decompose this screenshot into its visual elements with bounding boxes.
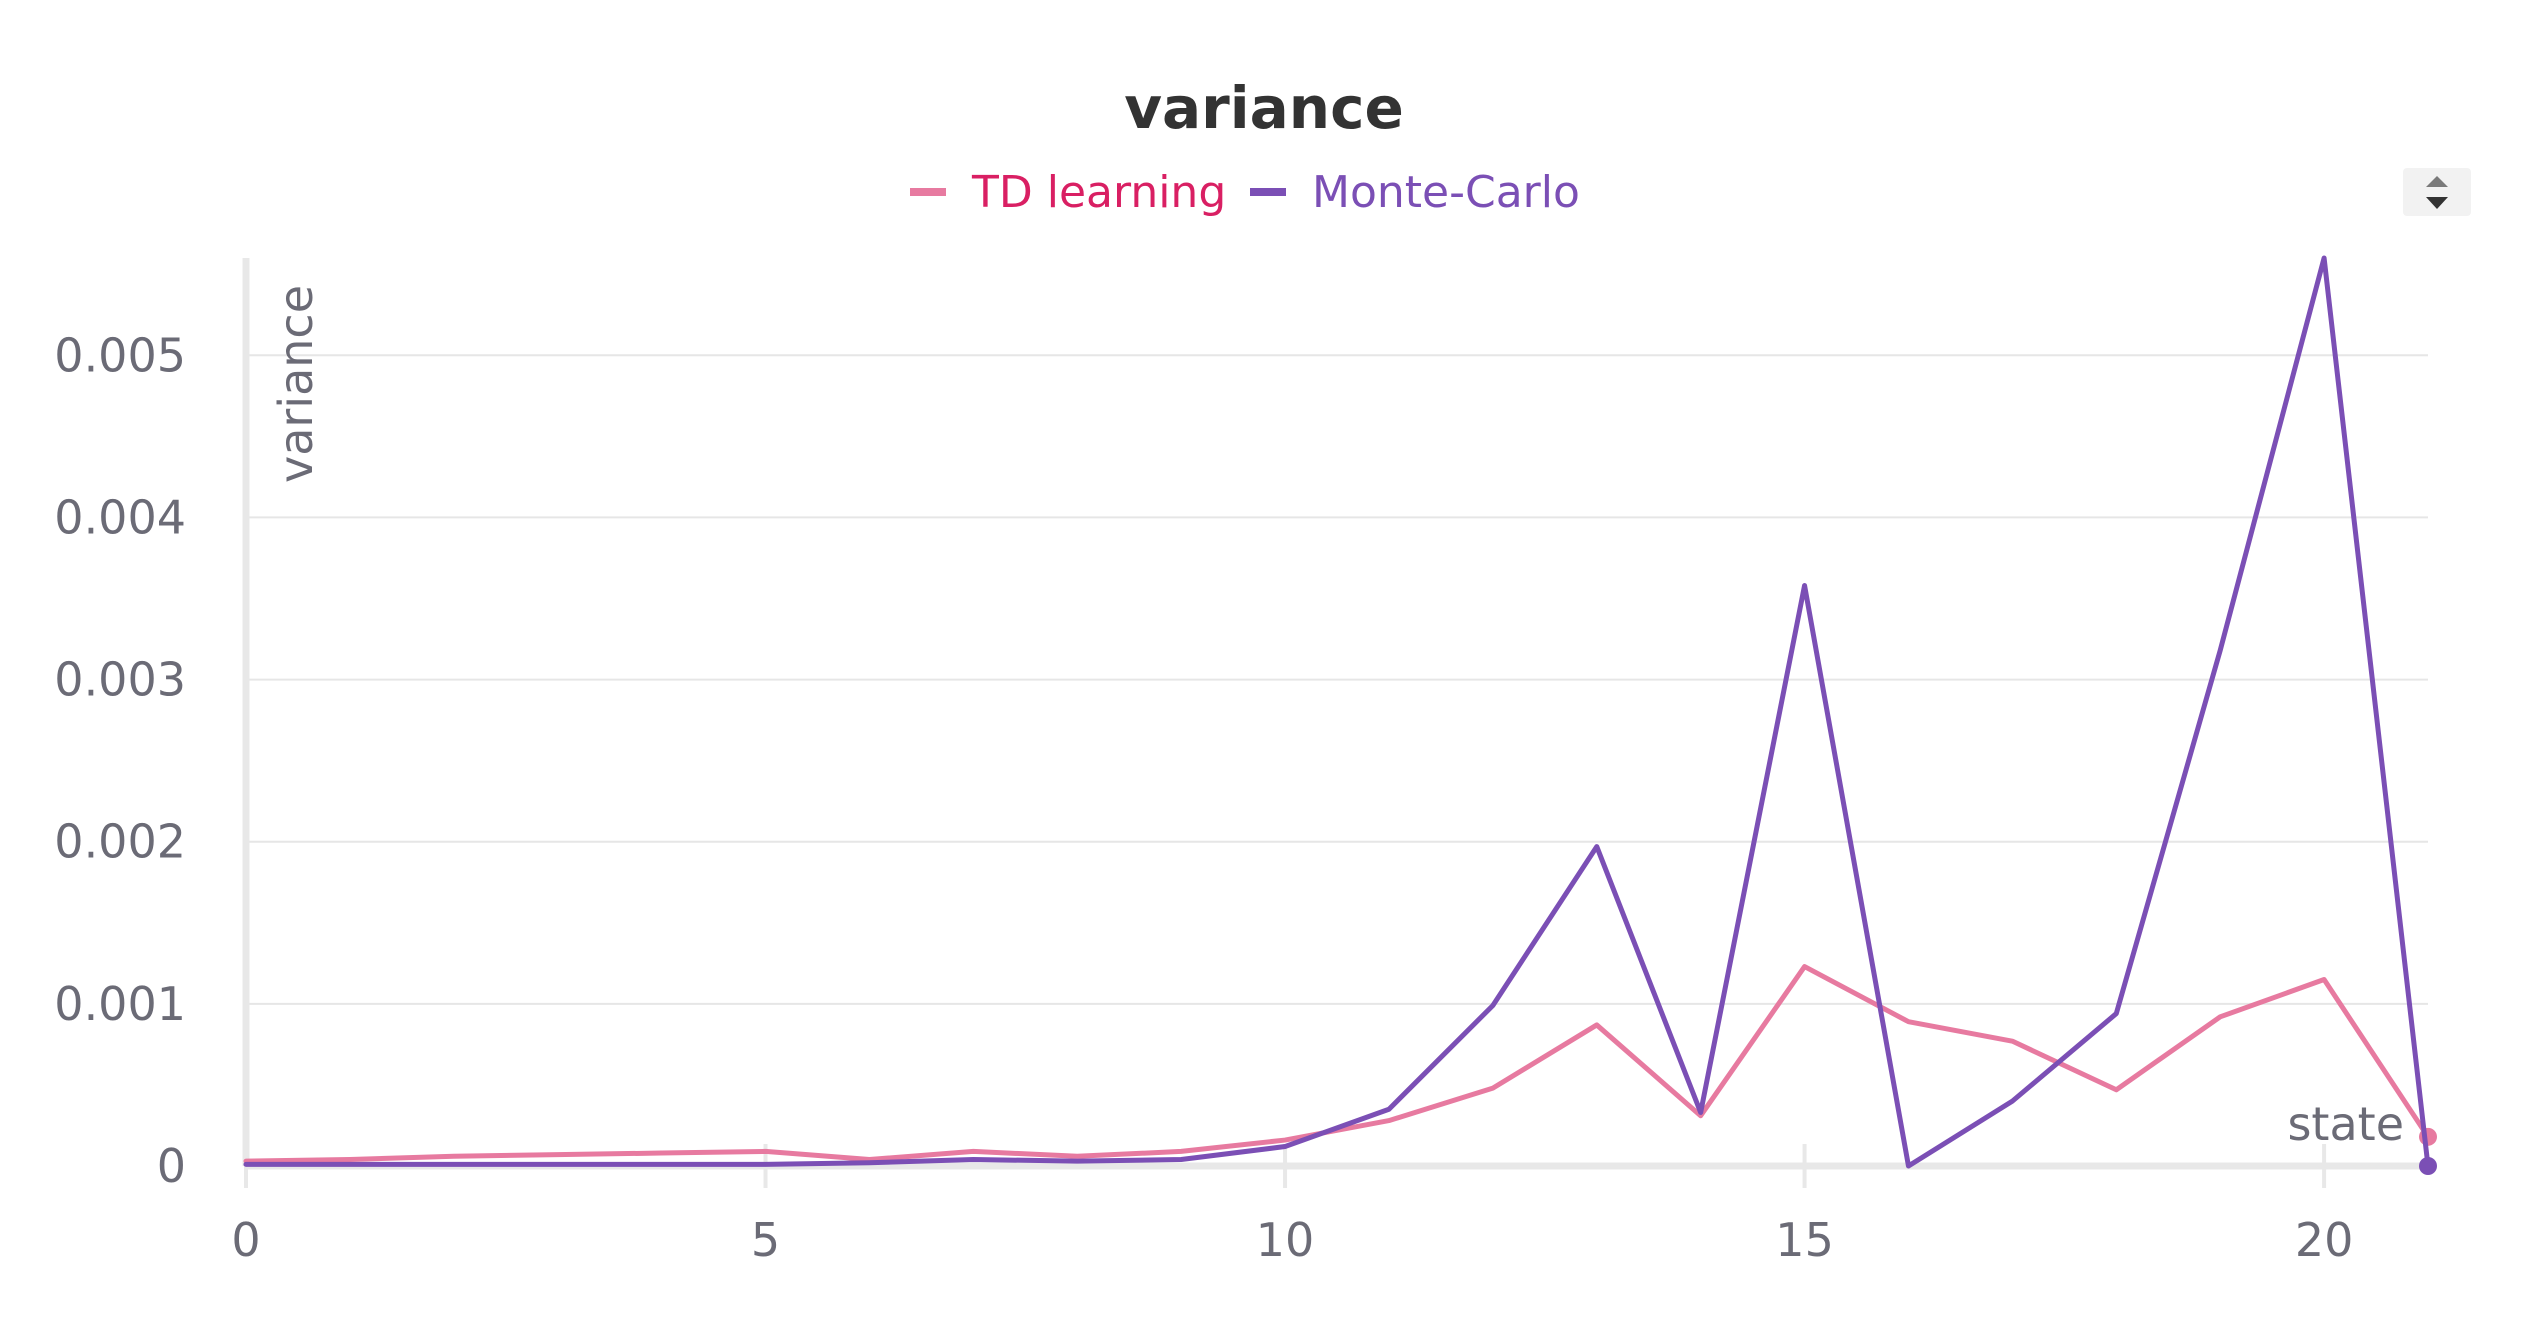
x-tick-label: 15: [1775, 1213, 1834, 1267]
series-line-monte-carlo: [243, 255, 2431, 1169]
x-tick-label: 5: [751, 1213, 780, 1267]
series-line-td-learning: [243, 964, 2431, 1164]
legend-label-monte-carlo: Monte-Carlo: [1312, 167, 1580, 218]
y-tick-label: 0: [157, 1139, 186, 1193]
y-tick-label: 0.001: [54, 977, 186, 1031]
y-axis-title: variance: [269, 285, 323, 483]
y-tick-label: 0.003: [54, 653, 186, 707]
x-tick-label: 0: [231, 1213, 260, 1267]
x-tick-label: 10: [1256, 1213, 1315, 1267]
y-tick-label: 0.002: [54, 815, 186, 869]
legend-label-td-learning: TD learning: [971, 167, 1226, 218]
gridlines: [246, 354, 2428, 1005]
legend: TD learning Monte-Carlo: [910, 167, 1580, 218]
legend-scroll-button[interactable]: [2403, 168, 2471, 216]
up-down-arrows-icon: [2426, 176, 2448, 209]
series-end-point-monte-carlo: [2419, 1157, 2437, 1175]
y-tick-label: 0.004: [54, 490, 186, 544]
x-tick-label: 20: [2295, 1213, 2354, 1267]
legend-item-td-learning[interactable]: TD learning: [910, 167, 1226, 218]
y-tick-label: 0.005: [54, 328, 186, 382]
x-axis-title: state: [2287, 1097, 2404, 1151]
x-axis-ticks: 0 5 10 15 20: [231, 1144, 2353, 1267]
chart-title: variance: [1124, 74, 1404, 142]
legend-item-monte-carlo[interactable]: Monte-Carlo: [1250, 167, 1580, 218]
series-group: [243, 255, 2437, 1175]
y-axis-ticks: 0 0.001 0.002 0.003 0.004 0.005: [54, 328, 186, 1193]
